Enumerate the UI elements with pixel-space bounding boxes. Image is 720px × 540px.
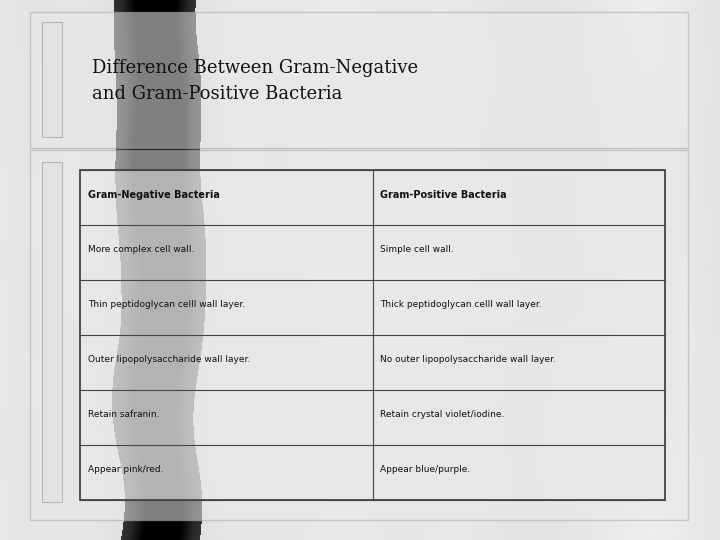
Text: Appear blue/purple.: Appear blue/purple. [380,465,471,474]
Bar [30,150,688,520]
Text: Thick peptidoglycan celll wall layer.: Thick peptidoglycan celll wall layer. [380,300,542,309]
Text: and Gram-Positive Bacteria: and Gram-Positive Bacteria [92,85,343,103]
Bar [42,22,62,137]
Text: Retain crystal violet/iodine.: Retain crystal violet/iodine. [380,410,505,419]
Text: More complex cell wall.: More complex cell wall. [88,245,194,254]
Bar [30,12,688,148]
Bar [80,170,665,500]
Text: Outer lipopolysaccharide wall layer.: Outer lipopolysaccharide wall layer. [88,355,251,364]
Text: Simple cell wall.: Simple cell wall. [380,245,454,254]
Text: Gram-Positive Bacteria: Gram-Positive Bacteria [380,190,507,200]
Bar [80,170,665,500]
Text: Appear pink/red.: Appear pink/red. [88,465,163,474]
Text: Retain safranin.: Retain safranin. [88,410,160,419]
Text: Gram-Negative Bacteria: Gram-Negative Bacteria [88,190,220,200]
Bar [42,162,62,502]
Text: No outer lipopolysaccharide wall layer.: No outer lipopolysaccharide wall layer. [380,355,557,364]
Text: Difference Between Gram-Negative: Difference Between Gram-Negative [92,59,418,77]
Text: Thin peptidoglycan celll wall layer.: Thin peptidoglycan celll wall layer. [88,300,245,309]
